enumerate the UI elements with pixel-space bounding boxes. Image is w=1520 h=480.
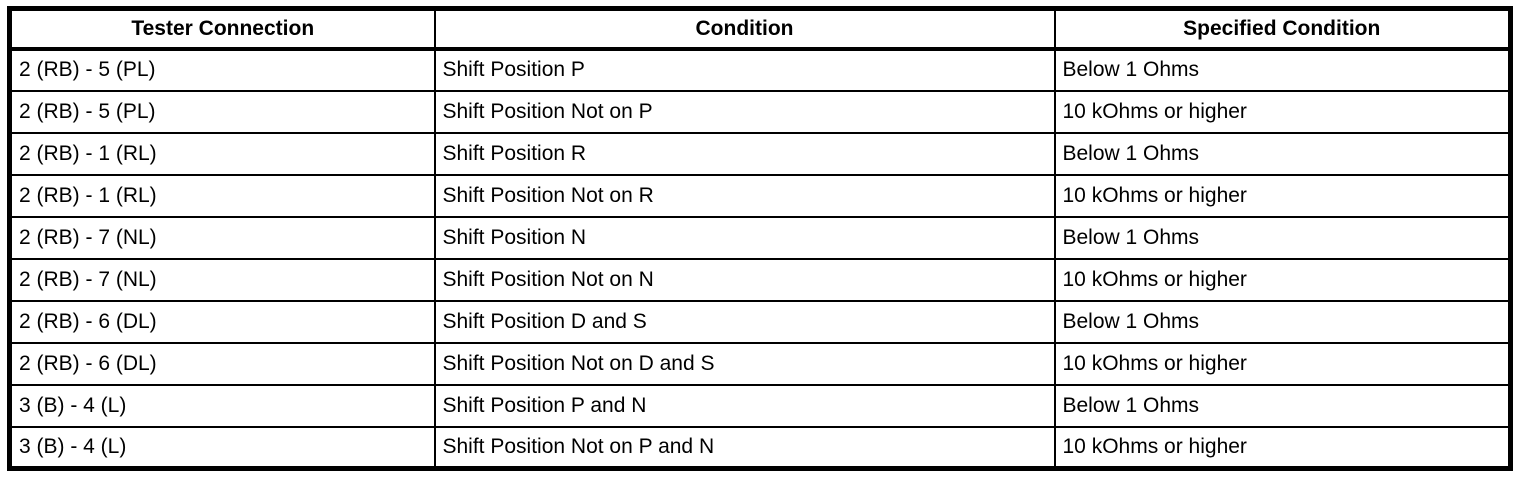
condition-cell: Shift Position P xyxy=(433,47,1056,92)
specified-condition-cell: Below 1 Ohms xyxy=(1053,47,1512,92)
table-row: 2 (RB) - 5 (PL) Shift Position P Below 1… xyxy=(8,47,1512,92)
tester-connection-cell: 2 (RB) - 7 (NL) xyxy=(8,215,436,260)
specified-condition-cell: 10 kOhms or higher xyxy=(1053,257,1512,302)
table-row: 3 (B) - 4 (L) Shift Position Not on P an… xyxy=(8,425,1512,470)
specified-condition-cell: Below 1 Ohms xyxy=(1053,383,1512,428)
specified-condition-cell: 10 kOhms or higher xyxy=(1053,341,1512,386)
tester-connection-cell: 2 (RB) - 1 (RL) xyxy=(8,131,436,176)
condition-cell: Shift Position N xyxy=(433,215,1056,260)
tester-connection-cell: 2 (RB) - 5 (PL) xyxy=(8,89,436,134)
table-row: 3 (B) - 4 (L) Shift Position P and N Bel… xyxy=(8,383,1512,428)
table-row: 2 (RB) - 7 (NL) Shift Position Not on N … xyxy=(8,257,1512,302)
specified-condition-cell: 10 kOhms or higher xyxy=(1053,173,1512,218)
column-header-tester-connection: Tester Connection xyxy=(8,7,436,51)
table-row: 2 (RB) - 5 (PL) Shift Position Not on P … xyxy=(8,89,1512,134)
condition-cell: Shift Position Not on N xyxy=(433,257,1056,302)
table-row: 2 (RB) - 7 (NL) Shift Position N Below 1… xyxy=(8,215,1512,260)
tester-connection-cell: 2 (RB) - 5 (PL) xyxy=(8,47,436,92)
table-row: 2 (RB) - 6 (DL) Shift Position D and S B… xyxy=(8,299,1512,344)
condition-cell: Shift Position Not on P xyxy=(433,89,1056,134)
condition-cell: Shift Position R xyxy=(433,131,1056,176)
table-row: 2 (RB) - 1 (RL) Shift Position R Below 1… xyxy=(8,131,1512,176)
column-header-specified-condition: Specified Condition xyxy=(1053,7,1512,51)
condition-cell: Shift Position Not on R xyxy=(433,173,1056,218)
tester-connection-cell: 2 (RB) - 7 (NL) xyxy=(8,257,436,302)
specified-condition-cell: 10 kOhms or higher xyxy=(1053,89,1512,134)
condition-cell: Shift Position Not on P and N xyxy=(433,425,1056,470)
tester-connection-cell: 3 (B) - 4 (L) xyxy=(8,425,436,470)
tester-connection-cell: 2 (RB) - 6 (DL) xyxy=(8,341,436,386)
tester-connection-cell: 3 (B) - 4 (L) xyxy=(8,383,436,428)
condition-cell: Shift Position P and N xyxy=(433,383,1056,428)
specified-condition-cell: Below 1 Ohms xyxy=(1053,131,1512,176)
table-row: 2 (RB) - 1 (RL) Shift Position Not on R … xyxy=(8,173,1512,218)
specified-condition-cell: 10 kOhms or higher xyxy=(1053,425,1512,470)
tester-connection-cell: 2 (RB) - 1 (RL) xyxy=(8,173,436,218)
specified-condition-table: Tester Connection Condition Specified Co… xyxy=(7,6,1513,471)
header-row: Tester Connection Condition Specified Co… xyxy=(8,7,1512,51)
condition-cell: Shift Position D and S xyxy=(433,299,1056,344)
column-header-condition: Condition xyxy=(433,7,1056,51)
specified-condition-cell: Below 1 Ohms xyxy=(1053,215,1512,260)
tester-connection-cell: 2 (RB) - 6 (DL) xyxy=(8,299,436,344)
table-row: 2 (RB) - 6 (DL) Shift Position Not on D … xyxy=(8,341,1512,386)
specified-condition-cell: Below 1 Ohms xyxy=(1053,299,1512,344)
condition-cell: Shift Position Not on D and S xyxy=(433,341,1056,386)
